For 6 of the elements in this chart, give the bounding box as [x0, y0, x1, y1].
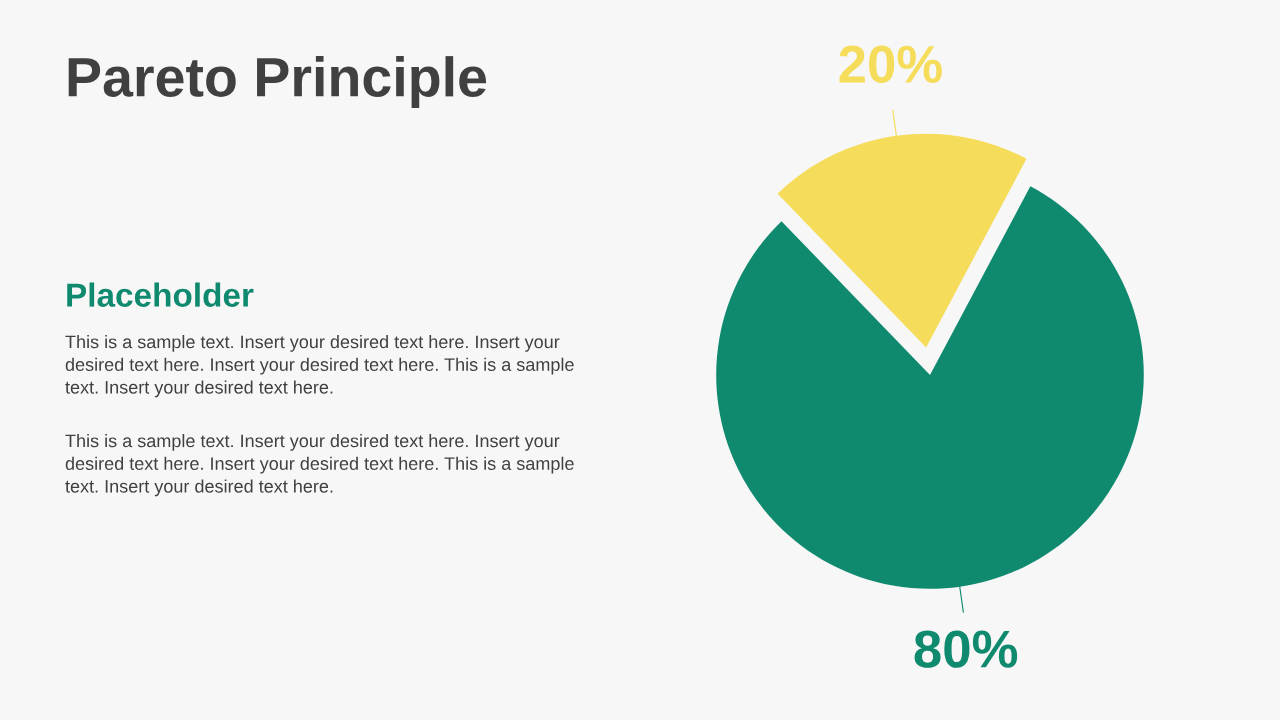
text: This is a sample text. Insert your desired text here. Insert your desired text here. Insert your desired text here. This is a sample text. Insert your desired text here. — [65, 434, 574, 497]
data-label: 80% — [914, 630, 1018, 668]
text: Placeholder — [67, 282, 254, 307]
chart-title: Pareto Principle — [68, 56, 487, 108]
text: This is a sample text. Insert your desired text here. Insert your desired text here. Insert your desired text here. This is a sample text. Insert your desired text here. — [65, 335, 574, 398]
data-label: 20% — [839, 45, 942, 83]
